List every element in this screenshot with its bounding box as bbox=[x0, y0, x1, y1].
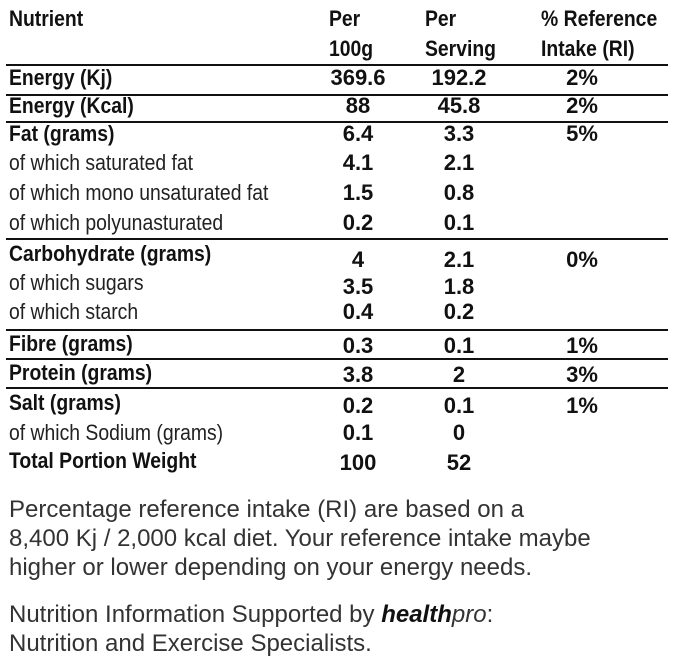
brand-name-health: health bbox=[381, 601, 452, 628]
header-ri-line1: % Reference bbox=[541, 6, 658, 31]
value-per-100g: 0.4 bbox=[342, 299, 374, 324]
table-row: Energy (Kj) 369.6 192.2 2% bbox=[0, 63, 675, 92]
value-per-100g: 1.5 bbox=[342, 180, 374, 205]
value-per-serving: 2 bbox=[452, 362, 466, 387]
credit-line-2: Nutrition and Exercise Specialists. bbox=[9, 630, 372, 657]
header-per-serving: Per Serving bbox=[425, 4, 496, 64]
header-per-100g-line1: Per bbox=[329, 6, 361, 31]
credit-colon: : bbox=[486, 601, 494, 628]
header-per-serving-line2: Serving bbox=[425, 36, 497, 61]
divider-fat bbox=[6, 238, 668, 240]
value-ri: 2% bbox=[566, 65, 598, 90]
table-row: Energy (Kcal) 88 45.8 2% bbox=[0, 91, 675, 120]
row-label: Carbohydrate (grams) bbox=[9, 241, 212, 266]
divider-energy-kj bbox=[6, 94, 668, 96]
value-per-serving: 0 bbox=[452, 420, 466, 445]
value-per-100g: 4 bbox=[351, 247, 365, 272]
reference-intake-note: Percentage reference intake (RI) are bas… bbox=[9, 495, 659, 582]
value-per-serving: 0.8 bbox=[443, 180, 475, 205]
value-per-100g: 100 bbox=[339, 450, 377, 475]
value-per-100g: 369.6 bbox=[330, 65, 386, 90]
value-per-serving: 3.3 bbox=[443, 121, 475, 146]
value-per-serving: 0.1 bbox=[443, 210, 475, 235]
value-per-100g: 0.1 bbox=[342, 420, 374, 445]
value-ri: 2% bbox=[566, 93, 598, 118]
header-reference-intake: % Reference Intake (RI) bbox=[541, 4, 657, 64]
value-per-serving: 52 bbox=[446, 450, 472, 475]
table-row: Protein (grams) 3.8 2 3% bbox=[0, 358, 675, 387]
header-ri-line2: Intake (RI) bbox=[541, 36, 635, 61]
value-per-serving: 1.8 bbox=[443, 274, 475, 299]
row-label: Energy (Kj) bbox=[9, 65, 113, 90]
credit-line-1: Nutrition Information Supported by healt… bbox=[9, 600, 659, 629]
row-label: of which sugars bbox=[9, 270, 144, 295]
divider-fibre bbox=[6, 358, 668, 360]
table-row: of which polyunasturated 0.2 0.1 bbox=[0, 208, 675, 237]
table-row: of which saturated fat 4.1 2.1 bbox=[0, 148, 675, 177]
value-ri: 5% bbox=[566, 121, 598, 146]
table-row: of which starch 0.4 0.2 bbox=[0, 297, 675, 326]
divider-carbohydrate bbox=[6, 329, 668, 331]
table-row: of which sugars 3.5 1.8 bbox=[0, 268, 675, 299]
divider-header bbox=[6, 64, 668, 66]
value-per-serving: 192.2 bbox=[431, 65, 487, 90]
value-per-serving: 0.2 bbox=[443, 299, 475, 324]
credit-note: Nutrition Information Supported by healt… bbox=[9, 600, 659, 658]
table-row: of which mono unsaturated fat 1.5 0.8 bbox=[0, 178, 675, 207]
row-label: Energy (Kcal) bbox=[9, 93, 134, 118]
value-ri: 3% bbox=[566, 362, 598, 387]
note-line: 8,400 Kj / 2,000 kcal diet. Your referen… bbox=[9, 525, 591, 552]
row-label: of which mono unsaturated fat bbox=[9, 180, 269, 205]
value-per-100g: 6.4 bbox=[342, 121, 374, 146]
value-per-100g: 0.2 bbox=[342, 210, 374, 235]
header-per-serving-line1: Per bbox=[425, 6, 457, 31]
table-row: Fibre (grams) 0.3 0.1 1% bbox=[0, 329, 675, 358]
value-ri: 0% bbox=[566, 247, 598, 272]
credit-prefix: Nutrition Information Supported by bbox=[9, 601, 382, 628]
row-label: Fat (grams) bbox=[9, 121, 115, 146]
note-line: Percentage reference intake (RI) are bas… bbox=[9, 496, 524, 523]
row-label: of which Sodium (grams) bbox=[9, 420, 224, 445]
value-per-100g: 0.2 bbox=[342, 393, 374, 418]
value-per-serving: 2.1 bbox=[443, 247, 475, 272]
header-per-100g-line2: 100g bbox=[329, 36, 374, 61]
row-label: of which starch bbox=[9, 299, 139, 324]
table-row: of which Sodium (grams) 0.1 0 bbox=[0, 418, 675, 447]
divider-energy-kcal bbox=[6, 121, 668, 123]
header-per-100g: Per 100g bbox=[329, 4, 373, 64]
divider-protein bbox=[6, 387, 668, 389]
value-per-serving: 0.1 bbox=[443, 333, 475, 358]
value-per-serving: 2.1 bbox=[443, 150, 475, 175]
row-label: Protein (grams) bbox=[9, 360, 153, 385]
value-ri: 1% bbox=[566, 333, 598, 358]
value-per-serving: 45.8 bbox=[437, 93, 481, 118]
value-per-serving: 0.1 bbox=[443, 393, 475, 418]
header-nutrient: Nutrient bbox=[9, 6, 84, 31]
table-row: Carbohydrate (grams) 4 2.1 0% bbox=[0, 239, 675, 272]
row-label: Total Portion Weight bbox=[9, 448, 197, 473]
row-label: of which saturated fat bbox=[9, 150, 194, 175]
value-per-100g: 3.8 bbox=[342, 362, 374, 387]
row-label: of which polyunasturated bbox=[9, 210, 224, 235]
note-line: higher or lower depending on your energy… bbox=[9, 554, 533, 581]
value-ri: 1% bbox=[566, 393, 598, 418]
table-row: Total Portion Weight 100 52 bbox=[0, 446, 675, 475]
table-row: Fat (grams) 6.4 3.3 5% bbox=[0, 119, 675, 148]
value-per-100g: 88 bbox=[345, 93, 371, 118]
brand-name-pro: pro bbox=[451, 601, 487, 628]
value-per-100g: 4.1 bbox=[342, 150, 374, 175]
row-label: Salt (grams) bbox=[9, 390, 121, 415]
table-header: Nutrient Per 100g Per Serving % Referenc… bbox=[0, 4, 675, 66]
value-per-100g: 0.3 bbox=[342, 333, 374, 358]
row-label: Fibre (grams) bbox=[9, 331, 133, 356]
table-row: Salt (grams) 0.2 0.1 1% bbox=[0, 388, 675, 418]
value-per-100g: 3.5 bbox=[342, 274, 374, 299]
